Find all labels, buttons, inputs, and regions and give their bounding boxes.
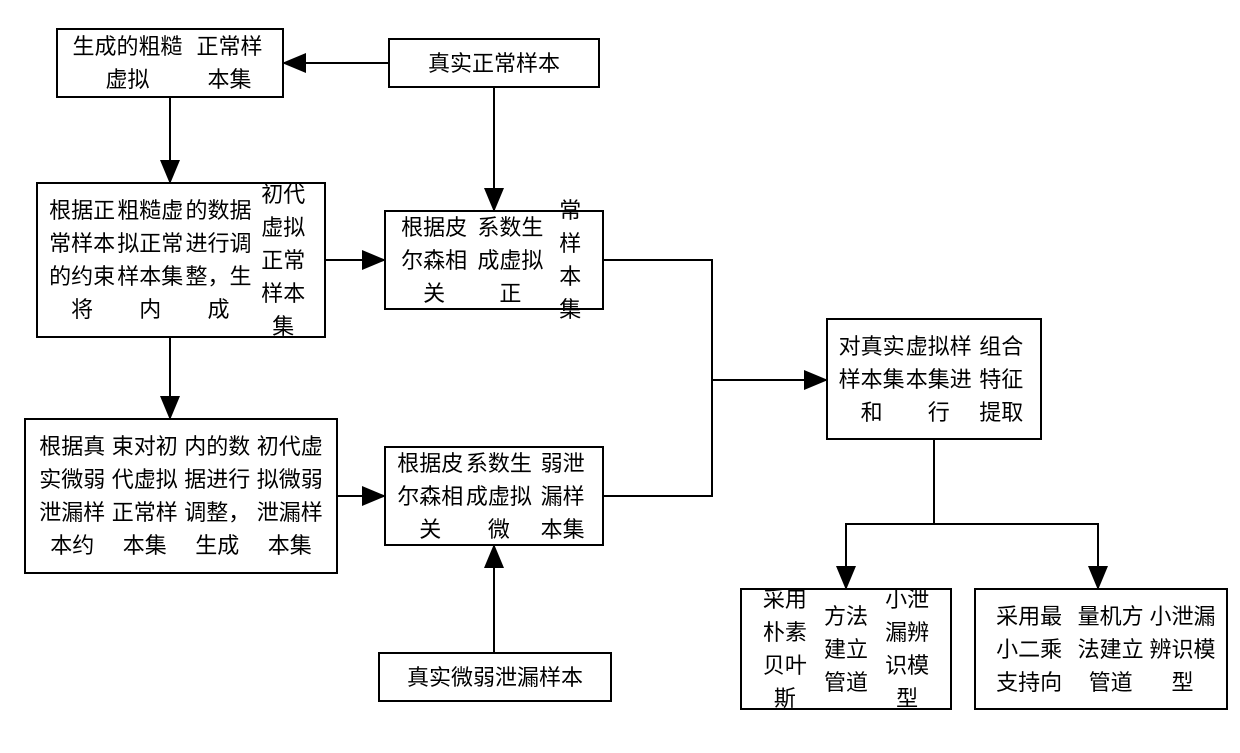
flowchart-node-n10: 采用最小二乘支持向量机方法建立管道小泄漏辨识模型 — [974, 588, 1228, 710]
flowchart-node-n5: 根据真实微弱泄漏样本约束对初代虚拟正常样本集内的数据进行调整，生成初代虚拟微弱泄… — [24, 418, 338, 574]
flowchart-node-n9: 采用朴素贝叶斯方法建立管道小泄漏辨识模型 — [740, 588, 952, 710]
flowchart-node-n2: 真实正常样本 — [388, 38, 600, 88]
flowchart-node-n6: 根据皮尔森相关系数生成虚拟微弱泄漏样本集 — [384, 446, 604, 546]
flowchart-node-n4: 根据皮尔森相关系数生成虚拟正常样本集 — [384, 210, 604, 310]
flowchart-node-n1: 生成的粗糙虚拟正常样本集 — [56, 28, 284, 98]
flowchart-node-n8: 对真实样本集和虚拟样本集进行组合特征提取 — [826, 318, 1042, 440]
flowchart-node-n7: 真实微弱泄漏样本 — [378, 652, 612, 702]
flowchart-node-n3: 根据正常样本的约束将粗糙虚拟正常样本集内的数据进行调整，生成初代虚拟正常样本集 — [36, 182, 326, 338]
